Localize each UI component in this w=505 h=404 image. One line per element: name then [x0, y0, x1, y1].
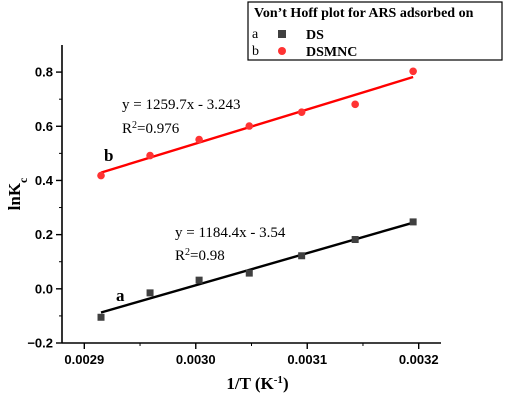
- legend-name-dsmnc: DSMNC: [306, 45, 357, 60]
- y-tick-label: 0.4: [35, 173, 54, 188]
- data-point-dsmnc: [409, 67, 417, 76]
- x-axis-title-end: ): [283, 374, 289, 393]
- data-point-ds: [245, 269, 253, 277]
- x-tick-label: 0.0032: [399, 352, 439, 367]
- x-axis-title-main: 1/T (K: [226, 374, 274, 393]
- r-squared-sup: 2: [132, 120, 137, 131]
- legend-key-b: b: [252, 44, 259, 59]
- y-axis-title-sub: c: [16, 177, 30, 183]
- data-point-ds: [195, 276, 203, 284]
- data-point-ds: [146, 289, 154, 297]
- y-tick-label: 0.0: [35, 281, 53, 296]
- r-squared-value: =0.98: [190, 248, 225, 264]
- fit-line-ds: [100, 221, 414, 314]
- legend-key-a: a: [252, 27, 259, 42]
- legend-marker-circle: [278, 47, 286, 55]
- data-point-dsmnc: [97, 171, 105, 180]
- r-squared-dsmnc: R2=0.976: [122, 120, 180, 138]
- r-squared-label: R: [122, 121, 132, 137]
- data-point-dsmnc: [245, 122, 254, 130]
- data-point-dsmnc: [195, 135, 203, 144]
- x-tick-label: 0.0029: [64, 352, 104, 367]
- x-axis-title-sup: -1: [274, 374, 283, 386]
- r-squared-ds: R2=0.98: [175, 247, 225, 265]
- series-tag-a: a: [116, 286, 125, 305]
- y-tick-label: 0.2: [35, 227, 53, 242]
- fit-equation-ds: y = 1184.4x - 3.54: [175, 225, 286, 241]
- legend-name-ds: DS: [306, 28, 324, 43]
- data-point-ds: [351, 236, 359, 244]
- data-point-ds: [298, 252, 306, 260]
- y-tick-label: 0.8: [35, 65, 53, 80]
- x-axis-title: 1/T (K-1): [226, 374, 288, 393]
- legend: Von’t Hoff plot for ARS adsorbed on a DS b D…: [247, 1, 503, 61]
- y-axis-title: lnKc: [5, 177, 30, 210]
- data-point-dsmnc: [146, 151, 154, 160]
- data-point-ds: [409, 218, 417, 226]
- y-axis-title-main: lnK: [5, 182, 24, 210]
- y-tick-label: −0.2: [27, 336, 53, 351]
- axes: 0.0029 0.0030 0.0031 0.0032 −0.2 0.0 0.2 0.4 0.6…: [5, 45, 441, 393]
- x-tick-label: 0.0030: [176, 352, 216, 367]
- r-squared-value: =0.976: [137, 121, 180, 137]
- r-squared-sup: 2: [185, 247, 190, 258]
- y-tick-label: 0.6: [35, 119, 53, 134]
- data-points: [97, 67, 417, 321]
- r-squared-label: R: [175, 248, 185, 264]
- data-point-ds: [97, 313, 105, 321]
- x-tick-label: 0.0031: [287, 352, 327, 367]
- fit-equation-dsmnc: y = 1259.7x - 3.243: [122, 97, 240, 113]
- data-point-dsmnc: [351, 100, 359, 109]
- legend-marker-square: [278, 30, 286, 38]
- legend-title: Von’t Hoff plot for ARS adsorbed on: [254, 6, 474, 21]
- legend-box: [247, 1, 503, 61]
- series-tag-b: b: [104, 146, 113, 165]
- data-point-dsmnc: [297, 108, 306, 116]
